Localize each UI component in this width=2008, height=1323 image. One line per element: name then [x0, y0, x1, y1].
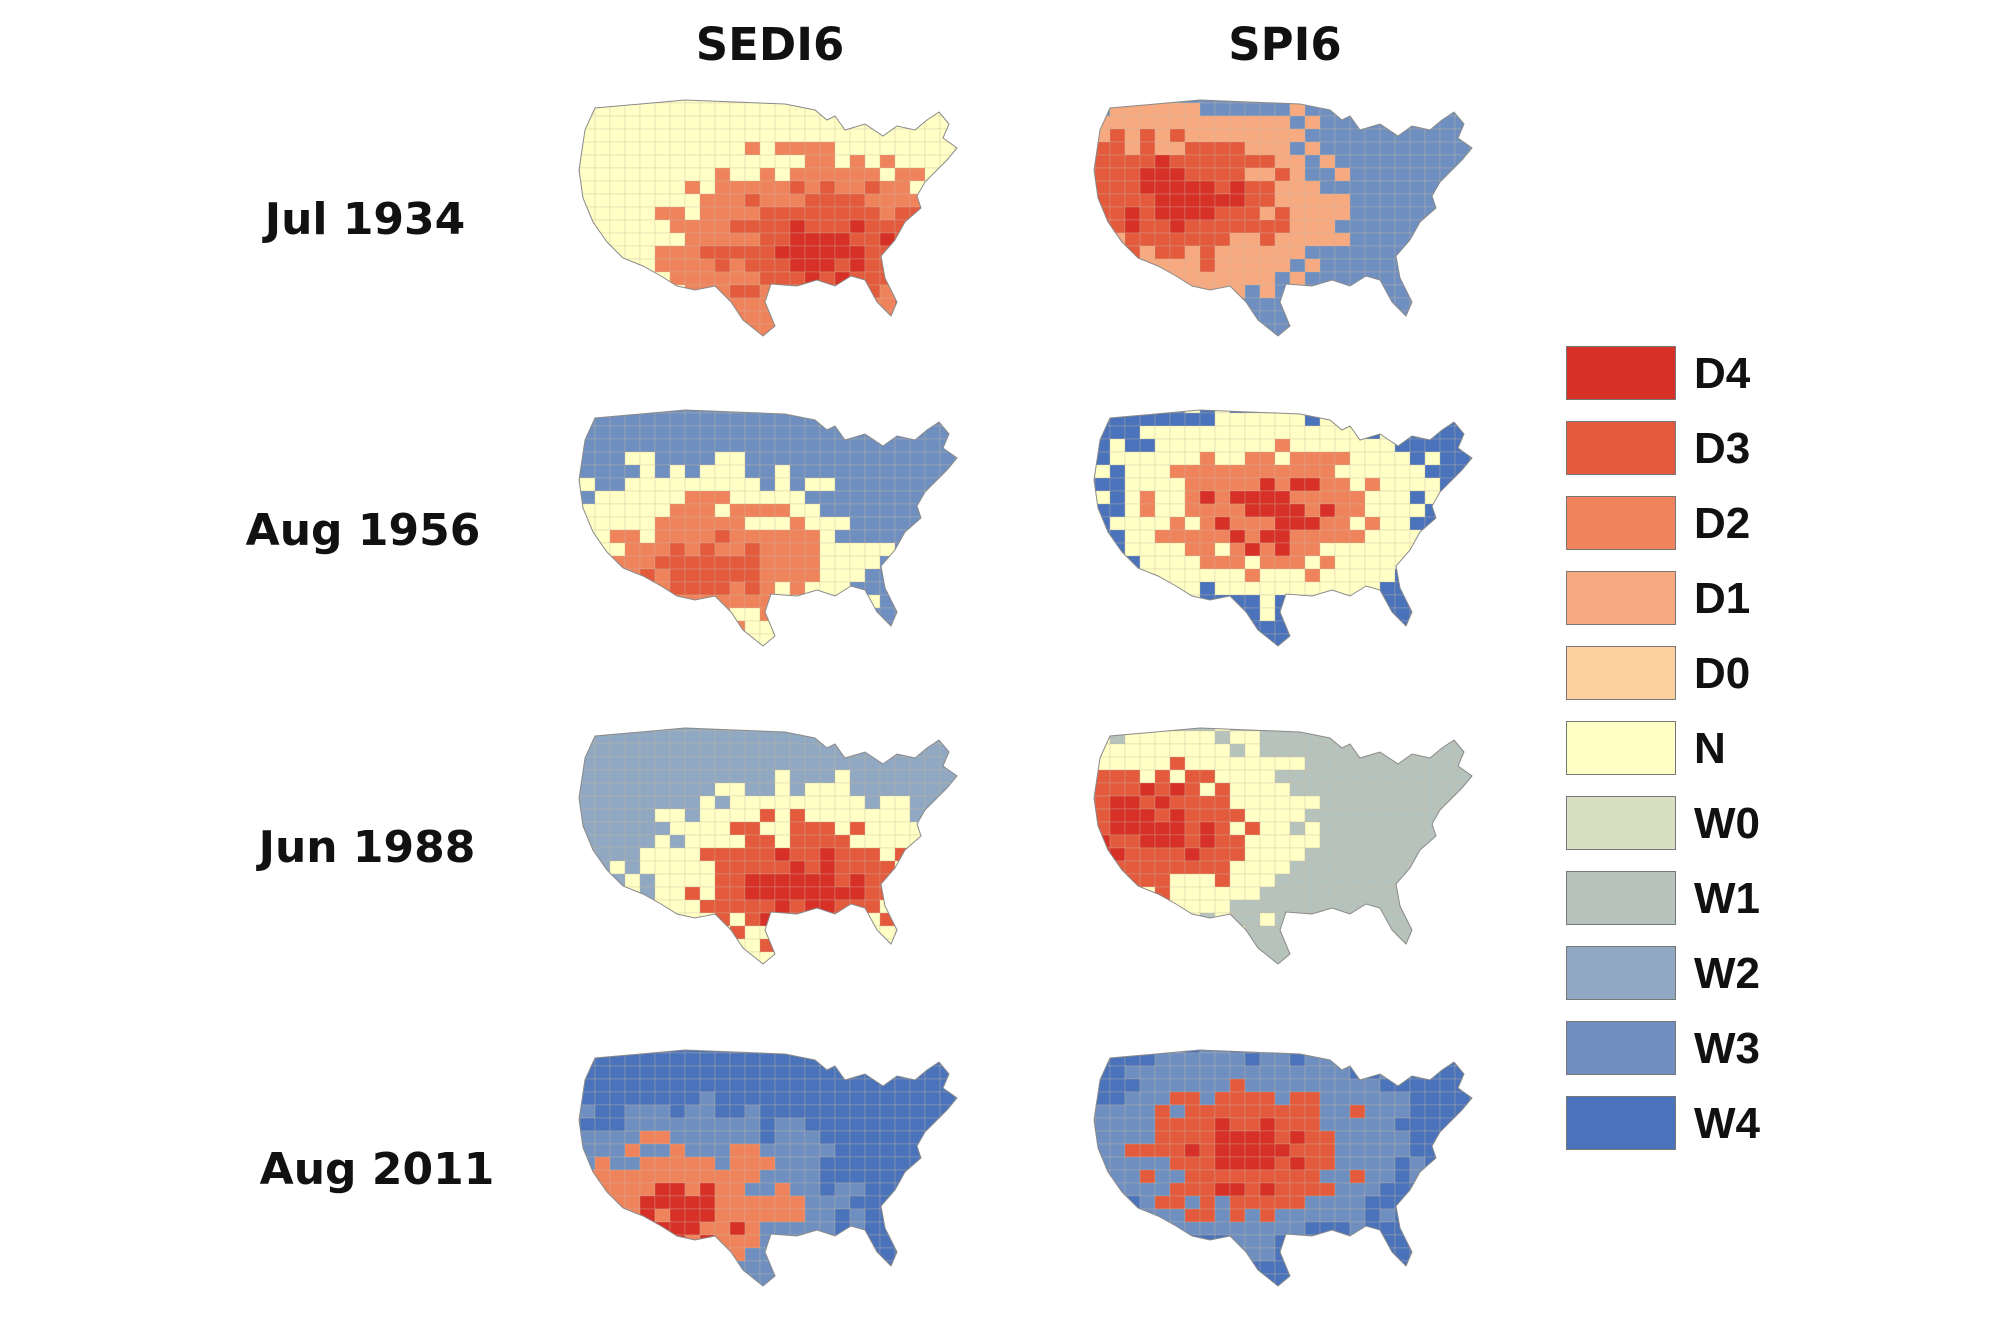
legend-label: W3 [1694, 1024, 1760, 1073]
column-header-spi6: SPI6 [1228, 18, 1342, 71]
legend-item-d0: D0 [1566, 646, 1826, 702]
row-label-aug-1956: Aug 1956 [245, 505, 481, 556]
legend-item-d2: D2 [1566, 496, 1826, 552]
legend-swatch [1566, 796, 1676, 850]
us-outline [1093, 727, 1473, 965]
us-outline [1093, 99, 1473, 337]
us-outline [578, 1049, 958, 1287]
map-sedi6-aug-2011 [578, 1049, 958, 1287]
us-outline [578, 99, 958, 337]
legend-item-w0: W0 [1566, 796, 1826, 852]
legend-label: D4 [1694, 349, 1751, 398]
legend-swatch [1566, 946, 1676, 1000]
us-outline [1093, 1049, 1473, 1287]
legend-swatch [1566, 346, 1676, 400]
legend-label: N [1694, 724, 1726, 773]
map-sedi6-jul-1934 [578, 99, 958, 337]
us-outline [1093, 409, 1473, 647]
legend-swatch [1566, 646, 1676, 700]
legend: D4 D3 D2 D1 D0 N W0 W1 W2 W3 W4 [1566, 346, 1826, 1171]
legend-label: W4 [1694, 1099, 1760, 1148]
legend-label: W1 [1694, 874, 1760, 923]
legend-swatch [1566, 1021, 1676, 1075]
legend-label: D3 [1694, 424, 1751, 473]
column-header-sedi6: SEDI6 [695, 18, 845, 71]
us-outline [578, 409, 958, 647]
legend-swatch [1566, 871, 1676, 925]
row-label-aug-2011: Aug 2011 [259, 1144, 495, 1195]
legend-swatch [1566, 496, 1676, 550]
legend-swatch [1566, 421, 1676, 475]
legend-item-d4: D4 [1566, 346, 1826, 402]
map-sedi6-jun-1988 [578, 727, 958, 965]
legend-swatch [1566, 721, 1676, 775]
legend-item-n: N [1566, 721, 1826, 777]
legend-item-w1: W1 [1566, 871, 1826, 927]
legend-item-w3: W3 [1566, 1021, 1826, 1077]
legend-item-w2: W2 [1566, 946, 1826, 1002]
legend-item-d3: D3 [1566, 421, 1826, 477]
legend-swatch [1566, 571, 1676, 625]
map-sedi6-aug-1956 [578, 409, 958, 647]
map-spi6-jul-1934 [1093, 99, 1473, 337]
legend-item-d1: D1 [1566, 571, 1826, 627]
legend-label: D1 [1694, 574, 1751, 623]
legend-swatch [1566, 1096, 1676, 1150]
us-outline [578, 727, 958, 965]
legend-label: W2 [1694, 949, 1760, 998]
legend-label: W0 [1694, 799, 1760, 848]
row-label-jun-1988: Jun 1988 [258, 822, 476, 873]
map-spi6-aug-1956 [1093, 409, 1473, 647]
legend-label: D0 [1694, 649, 1751, 698]
legend-item-w4: W4 [1566, 1096, 1826, 1152]
map-spi6-aug-2011 [1093, 1049, 1473, 1287]
legend-label: D2 [1694, 499, 1751, 548]
row-label-jul-1934: Jul 1934 [264, 194, 466, 245]
map-spi6-jun-1988 [1093, 727, 1473, 965]
